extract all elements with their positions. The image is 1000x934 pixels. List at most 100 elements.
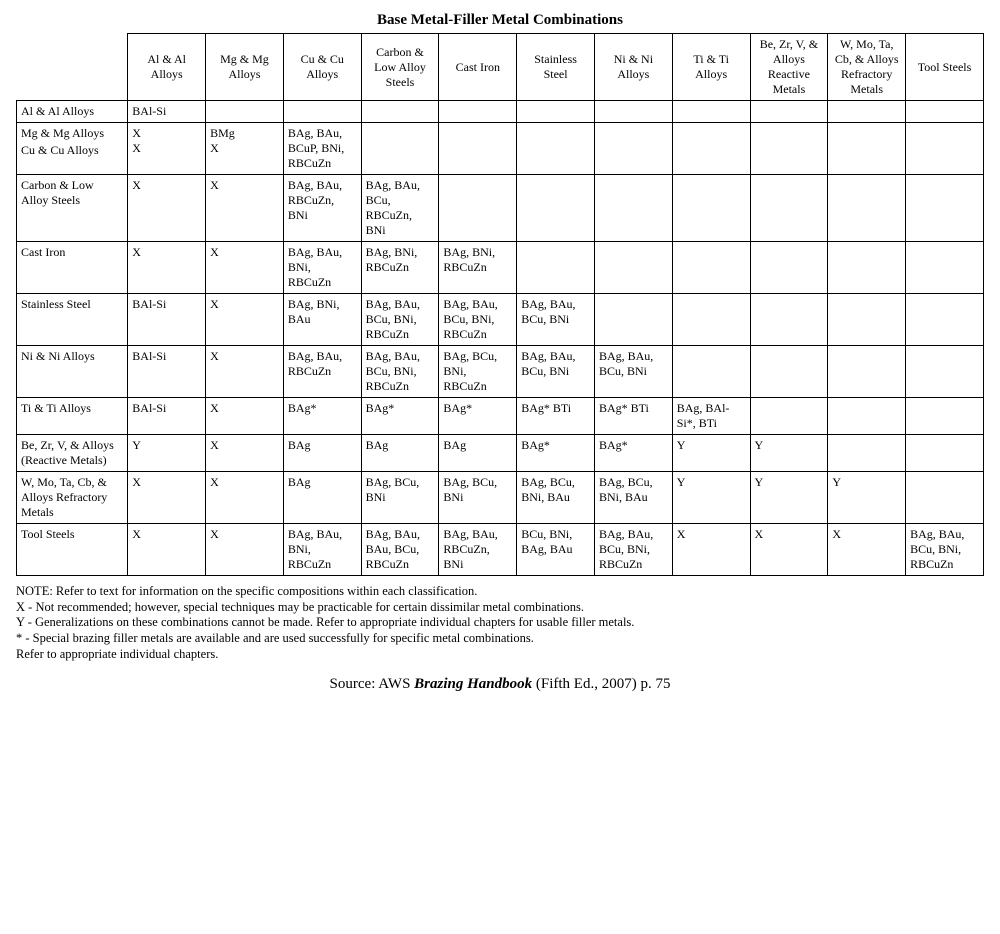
- table-cell: Y: [672, 472, 750, 524]
- table-cell: [750, 294, 828, 346]
- table-cell: BAg, BAu, BCu, BNi, RBCuZn: [361, 294, 439, 346]
- row-label: Cast Iron: [17, 242, 128, 294]
- table-cell: BAg, BNi, RBCuZn: [361, 242, 439, 294]
- table-cell: [906, 175, 984, 242]
- table-cell: BAg, BCu, BNi, RBCuZn: [439, 346, 517, 398]
- table-cell: X X: [128, 123, 206, 175]
- cell-line: X: [210, 141, 279, 156]
- table-cell: BAg, BAu, BAu, BCu, RBCuZn: [361, 524, 439, 576]
- table-cell: BAg, BAl-Si*, BTi: [672, 398, 750, 435]
- table-row: Cast Iron X X BAg, BAu, BNi, RBCuZn BAg,…: [17, 242, 984, 294]
- row-label: Ni & Ni Alloys: [17, 346, 128, 398]
- table-cell: [594, 123, 672, 175]
- col-header: W, Mo, Ta, Cb, & Alloys Refractory Metal…: [828, 34, 906, 101]
- table-cell: [517, 123, 595, 175]
- table-cell: BAg, BAu, BCu, BNi: [594, 346, 672, 398]
- table-cell: [906, 435, 984, 472]
- table-cell: [439, 101, 517, 123]
- table-cell: [439, 175, 517, 242]
- col-header: Ni & Ni Alloys: [594, 34, 672, 101]
- table-cell: [517, 242, 595, 294]
- table-cell: BAg, BAu, RBCuZn, BNi: [283, 175, 361, 242]
- table-cell: [672, 346, 750, 398]
- footnotes: NOTE: Refer to text for information on t…: [16, 584, 984, 662]
- row-label: W, Mo, Ta, Cb, & Alloys Refractory Metal…: [17, 472, 128, 524]
- table-cell: BMg X: [206, 123, 284, 175]
- note-line: Y - Generalizations on these combination…: [16, 615, 984, 631]
- table-cell: BAg*: [594, 435, 672, 472]
- table-cell: BAg, BAu, RBCuZn: [283, 346, 361, 398]
- cell-line: BAg, BAu, BCuP, BNi, RBCuZn: [288, 126, 357, 171]
- table-cell: BAg, BAu, BNi, RBCuZn: [283, 242, 361, 294]
- row-label: Be, Zr, V, & Alloys (Reactive Metals): [17, 435, 128, 472]
- col-header: Mg & Mg Alloys: [206, 34, 284, 101]
- col-header: Al & Al Alloys: [128, 34, 206, 101]
- table-cell: [906, 242, 984, 294]
- table-cell: [361, 101, 439, 123]
- table-cell: BAg, BCu, BNi, BAu: [517, 472, 595, 524]
- row-label: Mg & Mg Alloys Cu & Cu Alloys: [17, 123, 128, 175]
- table-cell: [594, 242, 672, 294]
- table-cell: BAg, BAu, BCu, BNi, RBCuZn: [439, 294, 517, 346]
- table-cell: [672, 101, 750, 123]
- table-cell: [828, 242, 906, 294]
- table-cell: [828, 175, 906, 242]
- table-cell: [828, 123, 906, 175]
- table-cell: X: [128, 472, 206, 524]
- cell-line: X: [132, 126, 201, 141]
- table-cell: [906, 398, 984, 435]
- col-header: Cast Iron: [439, 34, 517, 101]
- table-cell: X: [206, 242, 284, 294]
- table-cell: [906, 294, 984, 346]
- table-row: W, Mo, Ta, Cb, & Alloys Refractory Metal…: [17, 472, 984, 524]
- table-cell: BAl-Si: [128, 398, 206, 435]
- cell-line: BMg: [210, 126, 279, 141]
- col-header: Ti & Ti Alloys: [672, 34, 750, 101]
- table-cell: BAg, BCu, BNi: [439, 472, 517, 524]
- table-cell: BAg, BNi, RBCuZn: [439, 242, 517, 294]
- note-line: NOTE: Refer to text for information on t…: [16, 584, 984, 600]
- table-cell: BAg: [439, 435, 517, 472]
- table-cell: BAl-Si: [128, 346, 206, 398]
- col-header: Stainless Steel: [517, 34, 595, 101]
- source-prefix: Source: AWS: [330, 676, 415, 692]
- note-line: * - Special brazing filler metals are av…: [16, 631, 984, 647]
- table-cell: [828, 398, 906, 435]
- table-cell: [750, 101, 828, 123]
- col-header: Be, Zr, V, & Alloys Reactive Metals: [750, 34, 828, 101]
- table-cell: [594, 294, 672, 346]
- table-row: Tool Steels X X BAg, BAu, BNi, RBCuZn BA…: [17, 524, 984, 576]
- table-cell: BAg: [283, 435, 361, 472]
- table-cell: [750, 123, 828, 175]
- table-cell: BAg, BAu, BCuP, BNi, RBCuZn: [283, 123, 361, 175]
- table-cell: X: [828, 524, 906, 576]
- table-cell: BAg*: [439, 398, 517, 435]
- table-cell: [750, 398, 828, 435]
- table-cell: [828, 435, 906, 472]
- table-cell: [906, 123, 984, 175]
- table-cell: [750, 242, 828, 294]
- header-row: Al & Al Alloys Mg & Mg Alloys Cu & Cu Al…: [17, 34, 984, 101]
- table-cell: BAl-Si: [128, 294, 206, 346]
- table-cell: BAg, BAu, BNi, RBCuZn: [283, 524, 361, 576]
- table-cell: [439, 123, 517, 175]
- table-cell: [672, 175, 750, 242]
- table-cell: BAg, BAu, BCu, BNi: [517, 294, 595, 346]
- table-cell: BAg, BAu, BCu, RBCuZn, BNi: [361, 175, 439, 242]
- table-cell: BAg, BNi, BAu: [283, 294, 361, 346]
- table-cell: BAg: [361, 435, 439, 472]
- source-citation: Source: AWS Brazing Handbook (Fifth Ed.,…: [16, 676, 984, 693]
- col-header: Tool Steels: [906, 34, 984, 101]
- table-cell: BAg*: [283, 398, 361, 435]
- table-cell: BAg* BTi: [594, 398, 672, 435]
- table-cell: BAg, BAu, BCu, BNi, RBCuZn: [361, 346, 439, 398]
- table-title: Base Metal-Filler Metal Combinations: [16, 12, 984, 29]
- table-cell: [594, 101, 672, 123]
- table-cell: X: [206, 346, 284, 398]
- table-cell: Y: [672, 435, 750, 472]
- row-label: Tool Steels: [17, 524, 128, 576]
- table-row: Al & Al Alloys BAl-Si: [17, 101, 984, 123]
- table-row: Ti & Ti Alloys BAl-Si X BAg* BAg* BAg* B…: [17, 398, 984, 435]
- table-row: Carbon & Low Alloy Steels X X BAg, BAu, …: [17, 175, 984, 242]
- note-line: X - Not recommended; however, special te…: [16, 600, 984, 616]
